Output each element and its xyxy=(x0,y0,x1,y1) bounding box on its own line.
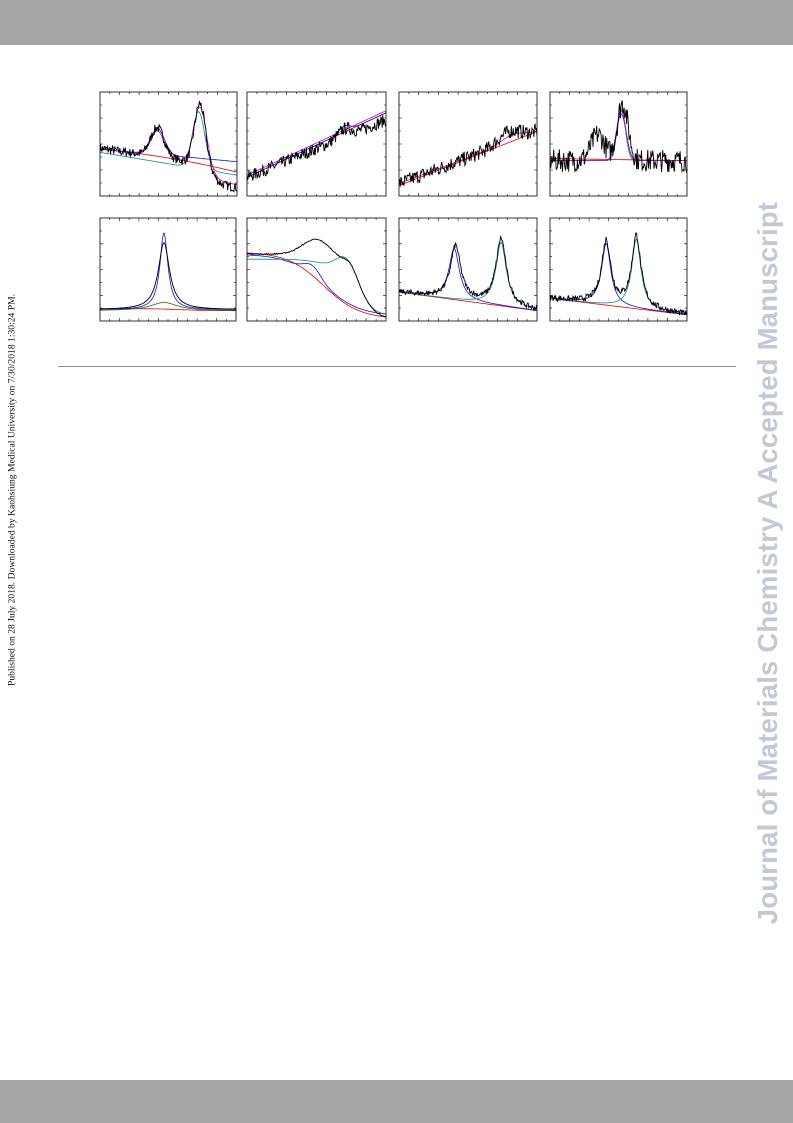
curve-envelope xyxy=(100,302,236,311)
curve-fit xyxy=(247,110,386,176)
spectrum-panel-r1c2 xyxy=(246,91,387,197)
plot-frame xyxy=(549,217,688,322)
axis-ticks xyxy=(247,218,386,321)
curve-peak-1 xyxy=(100,232,236,310)
spectrum-panel-r2c4 xyxy=(549,217,688,322)
plot-frame xyxy=(246,91,387,197)
curve-peak-1 xyxy=(550,242,687,315)
plot-frame xyxy=(398,217,538,322)
spectrum-panel-r1c4 xyxy=(549,91,688,197)
curve-peak-1 xyxy=(100,128,237,163)
footer-bar xyxy=(0,1080,793,1123)
curve-data xyxy=(100,99,237,193)
curve-fit xyxy=(100,106,237,185)
curve-background xyxy=(399,131,537,186)
axis-ticks xyxy=(550,92,687,196)
plot-frame xyxy=(99,91,238,197)
curve-peak-2 xyxy=(550,238,687,315)
axis-ticks xyxy=(247,92,386,196)
section-divider xyxy=(58,366,736,367)
curve-data xyxy=(100,242,236,310)
curve-peak-1 xyxy=(247,254,386,315)
curve-data xyxy=(399,122,537,187)
axis-ticks xyxy=(399,218,537,321)
curve-peak-2 xyxy=(100,111,237,176)
axis-ticks xyxy=(100,218,236,321)
spectrum-panel-r2c1 xyxy=(99,217,237,322)
curve-data xyxy=(247,115,386,181)
plot-frame xyxy=(99,217,237,322)
curve-background xyxy=(247,252,386,318)
curve-data xyxy=(399,235,537,312)
axis-ticks xyxy=(100,92,237,196)
curve-data xyxy=(550,100,687,174)
axis-ticks xyxy=(399,92,537,196)
spectrum-panel-r2c2 xyxy=(246,217,387,322)
header-bar xyxy=(0,0,793,45)
spectrum-panel-r1c1 xyxy=(99,91,238,197)
axis-ticks xyxy=(550,218,687,321)
plot-frame xyxy=(549,91,688,197)
curve-peak-2 xyxy=(247,256,386,315)
curve-fit xyxy=(399,130,537,184)
curve-data xyxy=(550,232,687,316)
spectrum-panel-r1c3 xyxy=(398,91,538,197)
curve-data xyxy=(247,238,386,318)
spectrum-panel-r2c3 xyxy=(398,217,538,322)
